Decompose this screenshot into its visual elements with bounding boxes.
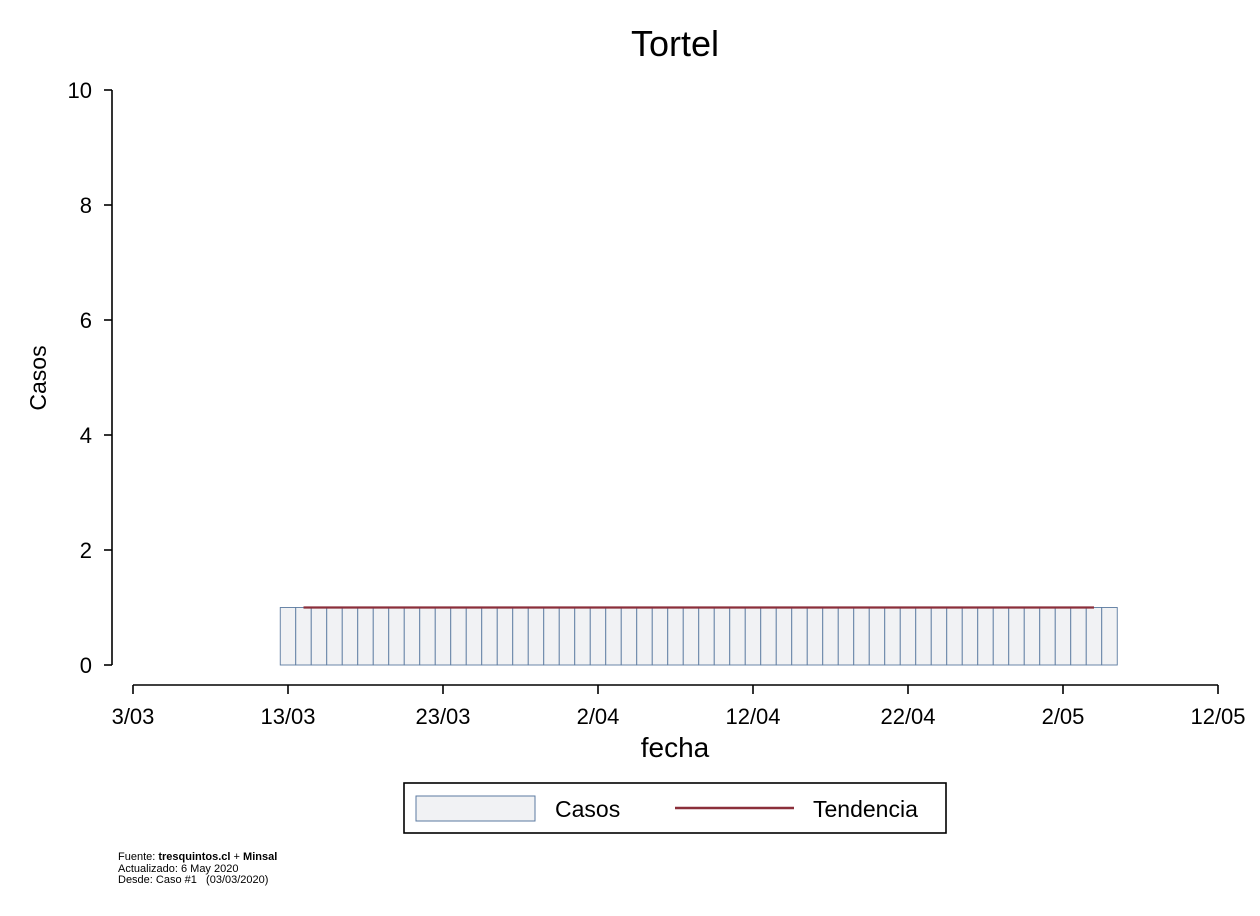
bar [357,607,374,666]
bar [605,607,622,666]
bar [558,607,576,666]
bar [868,607,886,666]
bar [636,607,653,666]
bar [481,607,498,666]
bar [775,607,793,666]
x-tick-label: 23/03 [415,704,470,729]
bar [837,607,855,666]
x-tick-label: 12/05 [1190,704,1245,729]
bar [713,607,731,666]
bar [1101,607,1118,666]
bar [822,607,839,666]
bar [574,607,591,666]
bar [806,607,824,666]
bar [698,607,715,666]
bar [1085,607,1103,666]
x-tick-label: 13/03 [260,704,315,729]
chart-footer: Fuente: tresquintos.cl + Minsal Actualiz… [118,851,278,887]
bar [589,607,607,666]
bar [372,607,390,666]
bar [527,607,545,666]
x-tick-label: 2/05 [1042,704,1085,729]
bar [403,607,421,666]
bar [977,607,994,666]
bar [884,607,901,666]
y-tick-label: 0 [80,653,92,678]
x-axis-label: fecha [641,732,710,763]
bar [512,607,529,666]
bar [682,607,700,666]
bar [496,607,514,666]
x-tick-label: 2/04 [577,704,620,729]
bar [915,607,932,666]
bar [620,607,638,666]
bar [310,607,328,666]
x-tick-label: 12/04 [725,704,780,729]
legend-label-tendencia: Tendencia [813,796,918,822]
y-tick-label: 2 [80,538,92,563]
bars-series [279,607,1118,666]
y-tick-label: 10 [68,78,92,103]
y-tick-label: 8 [80,193,92,218]
bar [326,607,343,666]
legend: Casos Tendencia [403,782,947,834]
bar [1008,607,1025,666]
chart-title: Tortel [631,23,719,64]
bar [651,607,669,666]
bar [434,607,452,666]
footer-source-b: Minsal [243,851,278,863]
x-tick-label: 3/03 [112,704,155,729]
bar [295,607,312,666]
bar [1023,607,1041,666]
bar [946,607,963,666]
bar [450,607,467,666]
bar [729,607,746,666]
bar [543,607,560,666]
bar [744,607,762,666]
bar [388,607,405,666]
bar [465,607,483,666]
bar [1054,607,1072,666]
bar [1039,607,1056,666]
bar [791,607,808,666]
bar [760,607,777,666]
y-axis-label: Casos [25,345,51,410]
legend-label-casos: Casos [555,796,620,822]
legend-swatch-casos [415,795,536,822]
footer-source: Fuente: tresquintos.cl + Minsal [118,851,278,863]
bar [992,607,1010,666]
bar [899,607,917,666]
bar [667,607,684,666]
bar [1070,607,1087,666]
bar [341,607,359,666]
y-axis: 0 2 4 6 8 10 [68,78,113,678]
bar [419,607,436,666]
x-tick-label: 22/04 [880,704,935,729]
footer-since: Desde: Caso #1 (03/03/2020) [118,874,269,886]
x-axis: 3/03 13/03 23/03 2/04 12/04 22/04 2/05 12/05 [112,684,1246,729]
y-tick-label: 6 [80,308,92,333]
y-tick-label: 4 [80,423,92,448]
footer-updated: Actualizado: 6 May 2020 [118,862,239,875]
footer-source-a: tresquintos.cl [158,851,231,863]
bar [853,607,870,666]
bar [279,607,297,666]
bar [930,607,948,666]
bar [961,607,979,666]
